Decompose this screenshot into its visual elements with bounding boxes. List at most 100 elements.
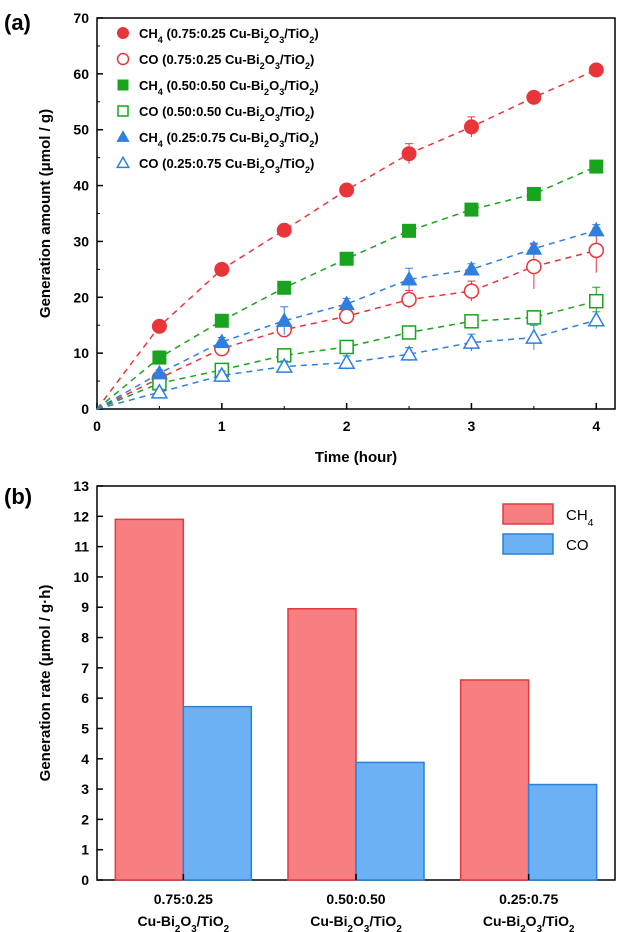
data-point — [213, 333, 231, 349]
series-a-5 — [96, 311, 606, 410]
legend-b: CH4 CO — [502, 503, 594, 555]
legend-marker-a — [117, 27, 129, 39]
data-point — [587, 311, 606, 327]
legend-marker-a — [117, 105, 129, 117]
legend-label-a: CH4 (0.25:0.75 Cu-Bi2O3/TiO2) — [139, 130, 319, 149]
x-tick-label-a: 3 — [468, 418, 476, 434]
legend-marker-a — [116, 52, 130, 66]
data-point — [401, 146, 417, 162]
data-point — [526, 258, 542, 275]
y-tick-label-b: 6 — [81, 690, 89, 706]
data-point — [275, 312, 293, 327]
data-point — [151, 364, 168, 380]
y-tick-label-a: 50 — [73, 122, 89, 138]
x-tick-label-a: 0 — [93, 418, 101, 434]
data-point — [339, 339, 354, 355]
bar-co-0 — [182, 705, 253, 881]
y-tick-label-b: 8 — [81, 630, 89, 646]
legend-swatch-b — [502, 533, 554, 555]
data-point — [339, 251, 354, 266]
series-a-4 — [96, 221, 605, 410]
y-tick-label-b: 7 — [81, 660, 89, 676]
panel-label-a: (a) — [4, 10, 31, 35]
bar-co-2 — [527, 783, 598, 881]
series-a-0 — [96, 62, 604, 410]
legend-label-a: CH4 (0.75:0.25 Cu-Bi2O3/TiO2) — [139, 26, 319, 45]
data-point — [339, 182, 355, 198]
data-point — [462, 333, 481, 349]
y-tick-label-b: 0 — [81, 872, 89, 888]
panel-label-b: (b) — [4, 484, 32, 509]
data-point — [401, 325, 417, 340]
data-point — [526, 310, 542, 325]
data-point — [275, 357, 293, 373]
data-point — [277, 280, 292, 295]
legend-swatch-b — [502, 503, 554, 525]
x-axis-title-a: Time (hour) — [315, 449, 397, 466]
y-axis-title-a: Generation amount (μmol / g) — [37, 109, 54, 318]
legend-marker-a — [116, 130, 130, 142]
data-point — [150, 383, 169, 399]
bar-co-1 — [355, 761, 425, 881]
data-point — [589, 159, 604, 174]
data-point — [213, 366, 231, 382]
data-point — [276, 222, 292, 238]
y-tick-label-b: 2 — [81, 811, 89, 827]
x-tick-label-a: 2 — [343, 418, 351, 434]
legend-marker-a — [115, 155, 131, 169]
x-tick-label-b-line2: Cu-Bi2O3/TiO2 — [483, 913, 575, 932]
series-line-a — [96, 249, 597, 410]
y-tick-label-a: 40 — [73, 178, 89, 194]
data-point — [400, 345, 418, 361]
bar-ch4-0 — [114, 518, 185, 881]
data-point — [152, 350, 167, 365]
legend-label-b: CO — [566, 537, 589, 554]
legend-label-a: CO (0.75:0.25 Cu-Bi2O3/TiO2) — [139, 52, 314, 71]
data-point — [464, 202, 479, 217]
data-point — [587, 221, 605, 237]
data-point — [338, 295, 355, 311]
legend-label-a: CH4 (0.50:0.50 Cu-Bi2O3/TiO2) — [139, 78, 319, 97]
bar-ch4-2 — [459, 679, 530, 881]
chart-a: 0 10 20 30 40 50 60 70 0 1 2 3 4 Time (hour) Generatio… — [37, 10, 616, 466]
x-tick-label-b-line1: 0.50:0.50 — [326, 891, 385, 907]
legend-a: CH4 (0.75:0.25 Cu-Bi2O3/TiO2) CO (0.75:0.… — [115, 26, 319, 175]
y-tick-label-a: 20 — [73, 289, 89, 305]
x-tick-label-a: 1 — [218, 418, 226, 434]
legend-label-a: CO (0.50:0.50 Cu-Bi2O3/TiO2) — [139, 104, 314, 123]
y-tick-label-b: 10 — [73, 569, 89, 585]
data-point — [402, 223, 417, 238]
data-point — [526, 89, 542, 105]
y-axis-title-b: Generation rate (μmol / g·h) — [37, 585, 54, 782]
x-tick-label-b-line1: 0.75:0.25 — [154, 891, 213, 907]
data-point — [214, 261, 230, 277]
data-point — [525, 328, 543, 344]
y-tick-label-b: 5 — [81, 720, 89, 736]
bar-ch4-1 — [287, 607, 357, 881]
y-tick-label-b: 9 — [81, 599, 89, 615]
y-tick-label-a: 70 — [73, 10, 89, 26]
series-line-a — [96, 165, 597, 410]
y-tick-label-a: 10 — [73, 345, 89, 361]
legend-label-a: CO (0.25:0.75 Cu-Bi2O3/TiO2) — [139, 156, 314, 175]
data-point — [338, 308, 355, 325]
y-tick-label-b: 3 — [81, 781, 89, 797]
data-point — [151, 318, 167, 334]
y-tick-label-a: 30 — [73, 233, 89, 249]
data-point — [463, 119, 479, 135]
plot-frame-a — [96, 17, 616, 410]
data-point — [401, 291, 417, 308]
y-tick-label-b: 1 — [81, 842, 89, 858]
data-point — [463, 260, 480, 276]
x-tick-label-b-line2: Cu-Bi2O3/TiO2 — [138, 913, 230, 932]
x-tick-label-b-line2: Cu-Bi2O3/TiO2 — [310, 913, 402, 932]
y-tick-label-b: 13 — [73, 478, 89, 494]
data-point — [588, 242, 605, 259]
data-point — [337, 353, 356, 369]
data-point — [400, 270, 418, 286]
legend-label-b: CH4 — [566, 507, 594, 529]
legend-marker-a — [117, 79, 129, 91]
series-a-2 — [96, 159, 604, 410]
